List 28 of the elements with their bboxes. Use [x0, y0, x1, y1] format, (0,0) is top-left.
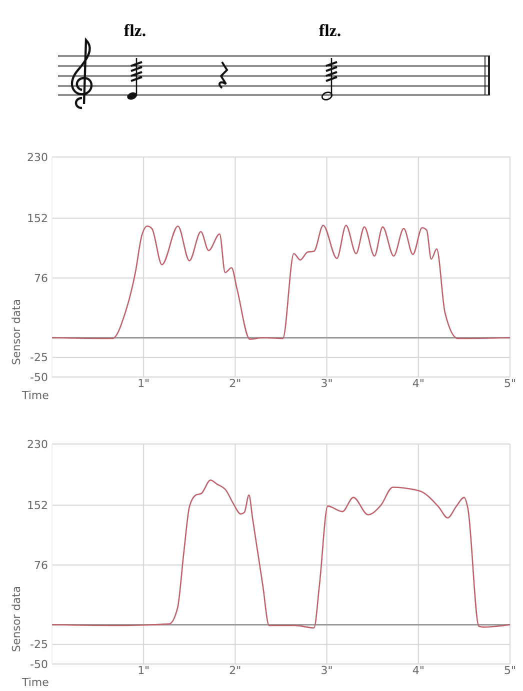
y-axis-title: Sensor data [10, 586, 23, 652]
y-tick-label: -50 [30, 658, 48, 671]
x-tick-label: 4" [412, 377, 424, 390]
x-tick-label: 5" [504, 377, 516, 390]
y-tick-label: 230 [27, 438, 48, 451]
x-tick-label: 5" [504, 664, 516, 677]
y-tick-label: 230 [27, 150, 48, 164]
x-tick-label: 4" [412, 664, 424, 677]
line-series [51, 479, 511, 629]
y-tick-label: 152 [27, 212, 48, 226]
x-tick-label: 1" [138, 377, 150, 390]
y-tick-label: -50 [30, 370, 48, 384]
x-tick-label: 3" [320, 377, 333, 390]
x-tick-label: 2" [229, 377, 242, 390]
x-axis-title: Time [21, 389, 50, 402]
y-axis-title: Sensor data [10, 299, 23, 365]
x-tick-label: 2" [229, 664, 242, 677]
x-tick-label: 1" [138, 664, 150, 677]
line-series [51, 224, 511, 340]
y-tick-label: 152 [27, 499, 48, 512]
y-tick-label: -25 [30, 638, 48, 652]
y-tick-label: -25 [30, 351, 48, 364]
text: flz. [318, 21, 342, 40]
x-tick-label: 3" [320, 664, 333, 677]
x-axis-title: Time [21, 676, 50, 689]
text: flz. [124, 21, 146, 40]
y-tick-label: 76 [34, 272, 48, 285]
y-tick-label: 76 [34, 558, 48, 572]
